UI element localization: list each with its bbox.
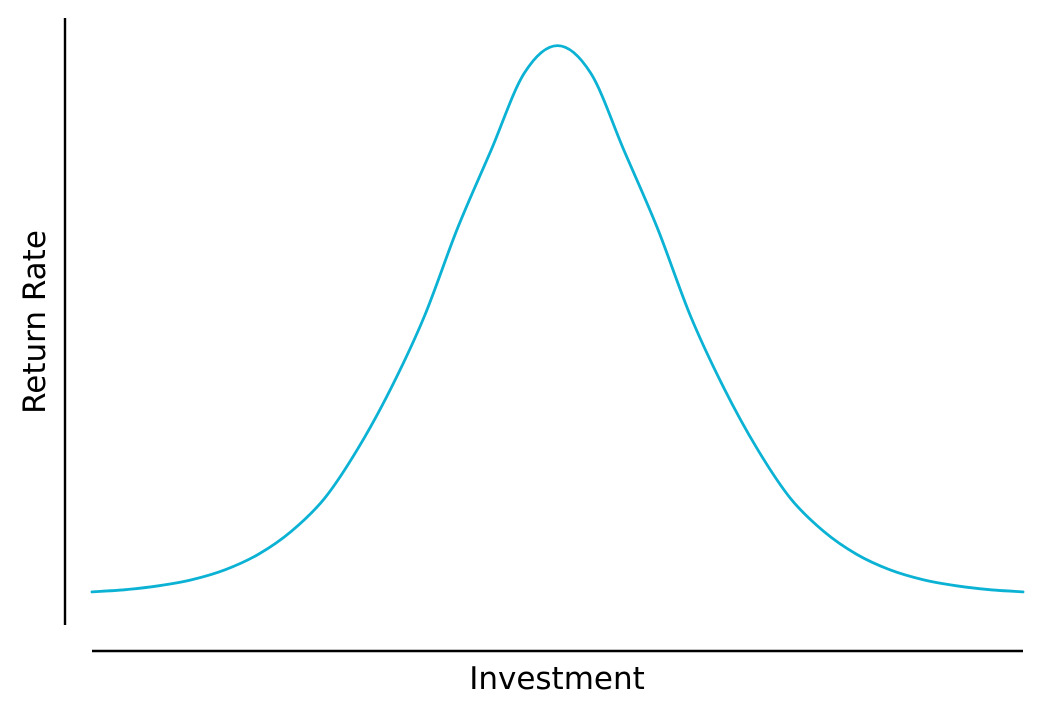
x-axis-label: Investment [469, 661, 645, 697]
series-layer [90, 44, 1025, 594]
series-line-1 [90, 44, 1025, 594]
y-axis-label: Return Rate [17, 230, 53, 414]
